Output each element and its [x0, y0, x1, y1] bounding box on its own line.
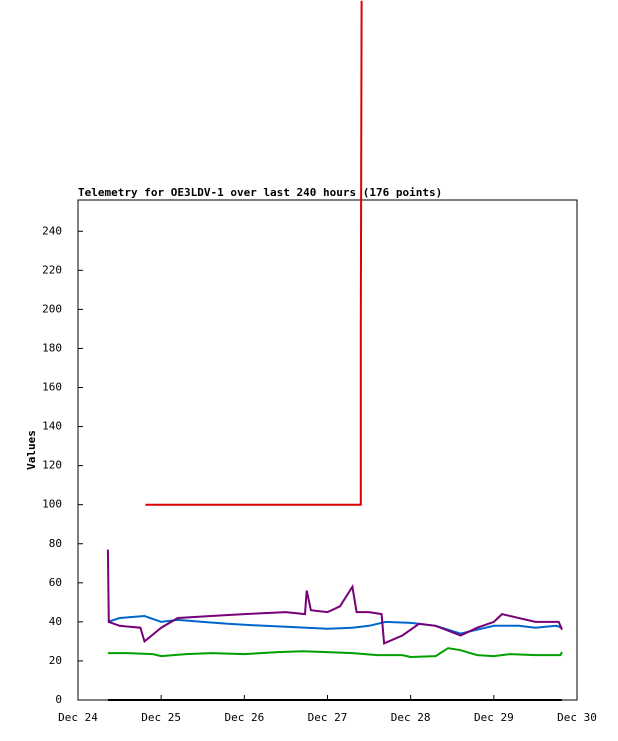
y-tick-label: 60: [49, 576, 62, 589]
series-line: [106, 549, 563, 645]
x-tick-label: Dec 27: [308, 711, 348, 724]
y-tick-label: 120: [42, 459, 62, 472]
y-tick-label: 100: [42, 498, 62, 511]
y-tick-label: 40: [49, 615, 62, 628]
y-tick-label: 180: [42, 341, 62, 354]
series-line: [145, 0, 363, 506]
y-tick-label: 160: [42, 381, 62, 394]
y-tick-label: 200: [42, 302, 62, 315]
series-line: [107, 614, 563, 635]
y-tick-label: 140: [42, 420, 62, 433]
chart-title: Telemetry for OE3LDV-1 over last 240 hou…: [78, 186, 442, 199]
x-tick-label: Dec 29: [474, 711, 514, 724]
series-line: [107, 647, 563, 659]
x-tick-label: Dec 30: [557, 711, 597, 724]
x-tick-label: Dec 24: [58, 711, 98, 724]
y-tick-label: 240: [42, 224, 62, 237]
y-tick-label: 220: [42, 263, 62, 276]
y-tick-label: 80: [49, 537, 62, 550]
y-tick-label: 0: [55, 693, 62, 706]
y-axis-label: Values: [25, 430, 38, 470]
x-tick-label: Dec 25: [141, 711, 181, 724]
x-tick-label: Dec 26: [224, 711, 264, 724]
y-tick-label: 20: [49, 654, 62, 667]
x-tick-label: Dec 28: [391, 711, 431, 724]
